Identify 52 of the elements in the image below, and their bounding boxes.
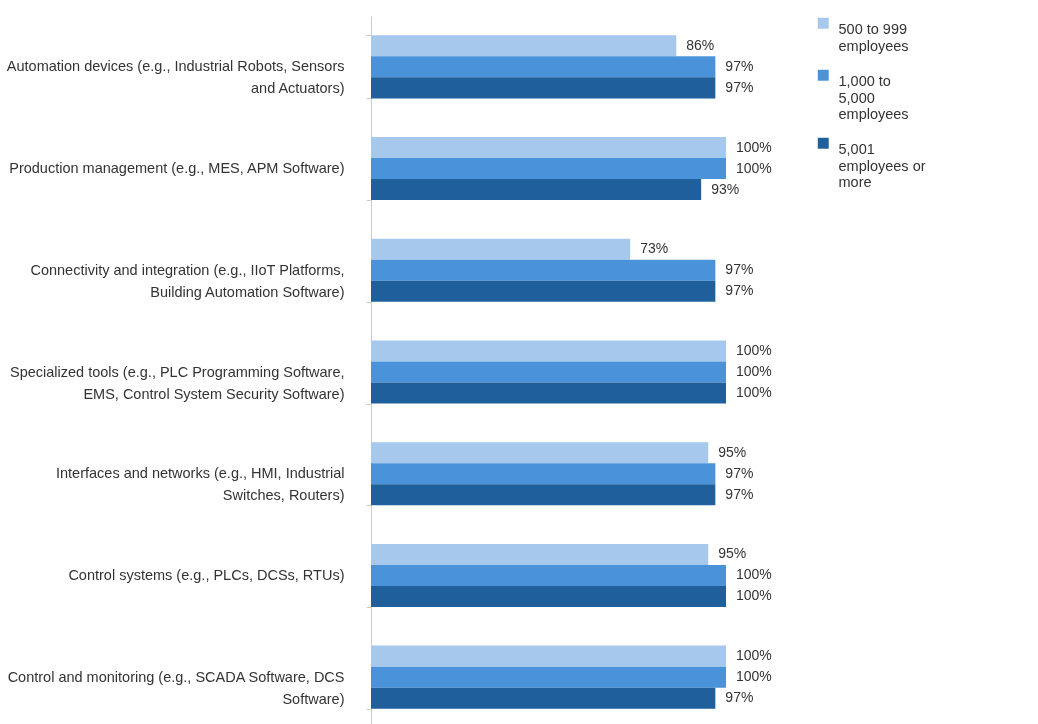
bar [371, 442, 709, 464]
bar [371, 137, 726, 159]
bar [371, 645, 726, 667]
bar [371, 280, 716, 302]
bar [371, 687, 716, 709]
bar [371, 666, 726, 688]
y-tick-label: Specialized tools (e.g., PLC Programming Software, EMS, Control System Security Software) [10, 363, 345, 402]
data-label: 100% [736, 587, 772, 604]
data-label: 100% [736, 566, 772, 583]
bar [371, 179, 702, 201]
y-tick-label: Control systems (e.g., PLCs, DCSs, RTUs) [68, 566, 345, 583]
data-label: 97% [725, 78, 754, 95]
legend-label: 1,000 to 5,000 employees [838, 73, 909, 123]
data-label: 100% [736, 668, 772, 685]
y-tick-label: Connectivity and integration (e.g., IIoT Platforms, Building Automation Software) [30, 261, 345, 300]
data-label: 100% [736, 159, 772, 176]
y-tick-label: Automation devices (e.g., Industrial Robots, Sensors and Actuators) [6, 58, 345, 97]
bar [371, 340, 726, 362]
y-tick-label: Production management (e.g., MES, APM Software) [9, 160, 345, 177]
bar [371, 35, 677, 57]
bar [371, 238, 631, 260]
data-label: 100% [736, 384, 772, 401]
data-label: 97% [725, 57, 754, 74]
bar [371, 585, 726, 607]
data-label: 93% [711, 180, 740, 197]
data-label: 97% [725, 689, 754, 706]
bar [371, 484, 716, 506]
bar [371, 56, 716, 78]
bar [371, 361, 726, 383]
bar [371, 463, 716, 485]
bar [371, 158, 726, 180]
data-label: 97% [725, 464, 754, 481]
legend-label: 5,001 employees or more [838, 141, 926, 191]
bar [371, 564, 726, 586]
data-label: 97% [725, 261, 754, 278]
y-tick-label: Interfaces and networks (e.g., HMI, Industrial Switches, Routers) [55, 465, 345, 504]
bar [371, 77, 716, 99]
data-label: 95% [718, 545, 747, 562]
data-label: 100% [736, 341, 772, 358]
data-label: 100% [736, 363, 772, 379]
data-label: 73% [640, 240, 669, 257]
data-label: 100% [736, 138, 772, 155]
data-label: 97% [725, 485, 754, 502]
data-label: 95% [718, 443, 747, 460]
bar [371, 382, 726, 404]
data-label: 86% [686, 36, 715, 53]
y-tick-label: Control and monitoring (e.g., SCADA Software, DCS Software) [7, 668, 345, 707]
bar [371, 259, 716, 281]
data-label: 97% [725, 282, 754, 299]
legend-label: 500 to 999 employees [838, 21, 909, 54]
bar [371, 543, 709, 565]
data-label: 100% [736, 647, 772, 664]
